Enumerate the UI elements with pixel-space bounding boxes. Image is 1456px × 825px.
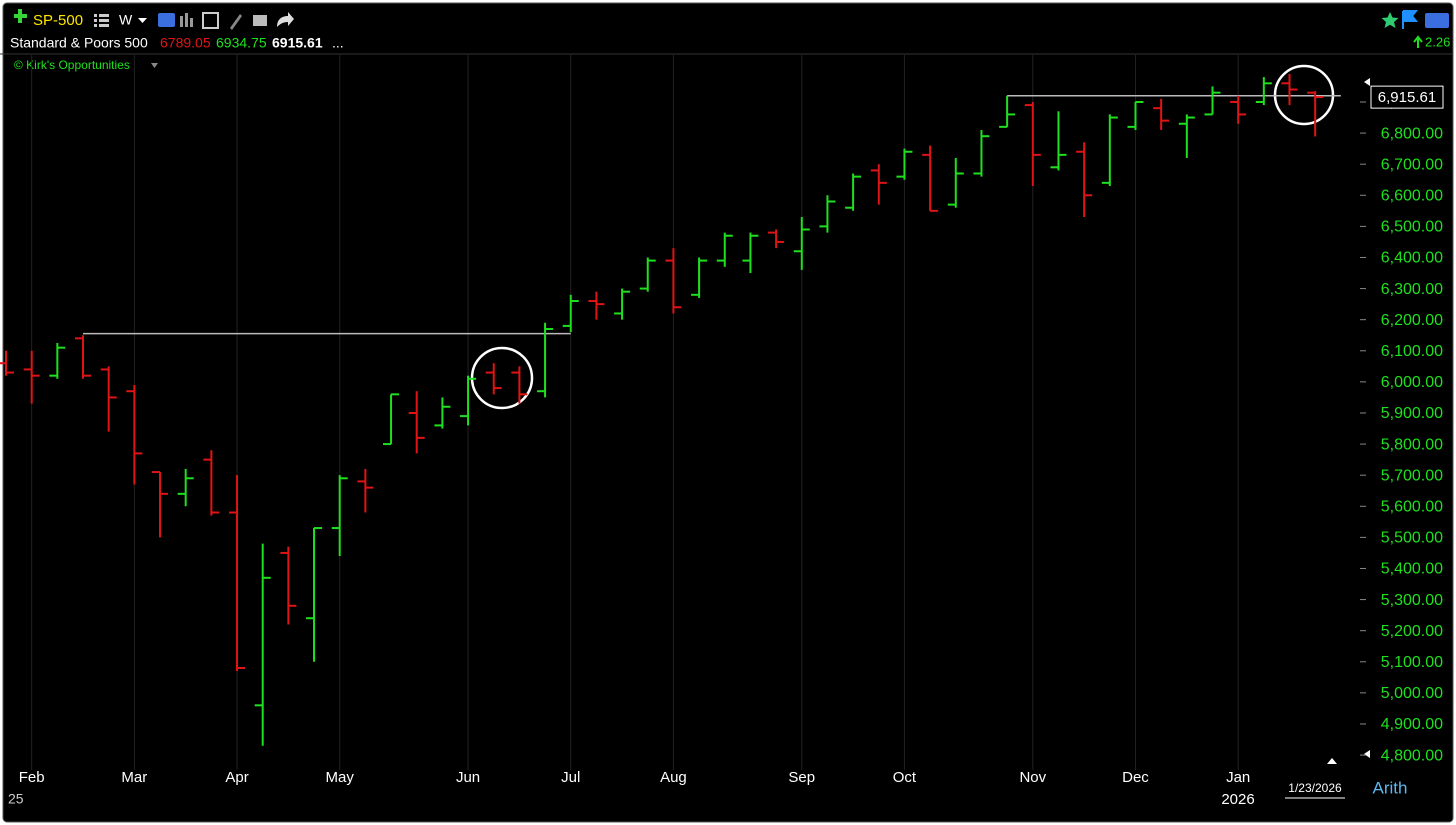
x-tick-label: Jun [456,769,480,786]
low-value: 6789.05 [160,35,211,51]
last-value: 6915.61 [272,35,323,51]
more[interactable]: ... [332,35,344,51]
calc-icon[interactable] [202,12,219,29]
y-tick-label: 6,300.00 [1381,281,1443,298]
y-tick-label: 5,400.00 [1381,561,1443,578]
price-box [1370,85,1444,109]
x-tick-label: Sep [788,769,815,786]
y-tick-label: 5,600.00 [1381,498,1443,515]
symbol[interactable]: SP-500 [33,12,83,29]
y-tick-label: 6,400.00 [1381,250,1443,267]
indicator-icon[interactable] [180,13,193,27]
y-tick-label: 6,000.00 [1381,374,1443,391]
star-icon[interactable] [1381,12,1399,28]
flag-icon[interactable] [1402,10,1419,29]
y-tick-label: 5,900.00 [1381,405,1443,422]
y-tick-label: 6,700.00 [1381,156,1443,173]
x-tick-label: Aug [660,769,687,786]
scan-icon[interactable] [1425,13,1449,28]
x-tick-label: Nov [1019,769,1046,786]
list-icon[interactable] [94,14,109,27]
y-tick-label: 5,000.00 [1381,685,1443,702]
y-tick-label: 6,500.00 [1381,219,1443,236]
y-tick-label: 5,300.00 [1381,592,1443,609]
up-arrow [1413,35,1423,48]
year-label: 2026 [1221,791,1254,808]
period-dropdown[interactable] [138,18,147,23]
year-label: 25 [8,791,24,807]
draw-icon[interactable] [230,14,242,30]
y-tick-label: 6,800.00 [1381,125,1443,142]
template-icon[interactable] [158,13,175,27]
x-tick-label: Jul [561,769,580,786]
scale-mode[interactable]: Arith [1373,778,1408,797]
y-tick-label: 5,200.00 [1381,623,1443,640]
share-icon[interactable] [277,12,294,27]
x-tick-label: Mar [121,769,147,786]
x-tick-label: Feb [19,769,45,786]
y-tick-label: 5,800.00 [1381,436,1443,453]
x-tick-label: Dec [1122,769,1149,786]
security-name: Standard & Poors 500 [10,35,148,51]
x-tick-label: Oct [893,769,917,786]
y-tick-label: 6,600.00 [1381,188,1443,205]
watchlist[interactable]: © Kirk's Opportunities [14,58,130,72]
y-tick-label: 4,800.00 [1381,747,1443,764]
add-icon[interactable] [14,9,27,23]
plot: Feb Mar Apr May Jun Jul Aug Sep Oct Nov Dec Jan 4,80… [0,55,1444,786]
highlight-circle[interactable] [1273,64,1335,126]
y-tick-label: 5,700.00 [1381,467,1443,484]
x-tick-label: Apr [225,769,248,786]
period[interactable]: W [119,12,133,28]
note-icon[interactable] [253,15,267,26]
scroll-marker[interactable] [1327,758,1337,764]
date-label[interactable]: 1/23/2026 [1288,781,1342,795]
y-tick-label: 6,100.00 [1381,343,1443,360]
watchlist-dropdown[interactable] [151,63,158,68]
high-value: 6934.75 [216,35,267,51]
price-box-label: 6,915.61 [1378,89,1436,106]
y-tick-label: 5,500.00 [1381,530,1443,547]
change: 2.26 [1425,34,1450,49]
y-tick-label: 4,900.00 [1381,716,1443,733]
x-tick-label: May [326,769,355,786]
y-tick-label: 6,200.00 [1381,312,1443,329]
y-tick-label: 5,100.00 [1381,654,1443,671]
x-tick-label: Jan [1226,769,1250,786]
